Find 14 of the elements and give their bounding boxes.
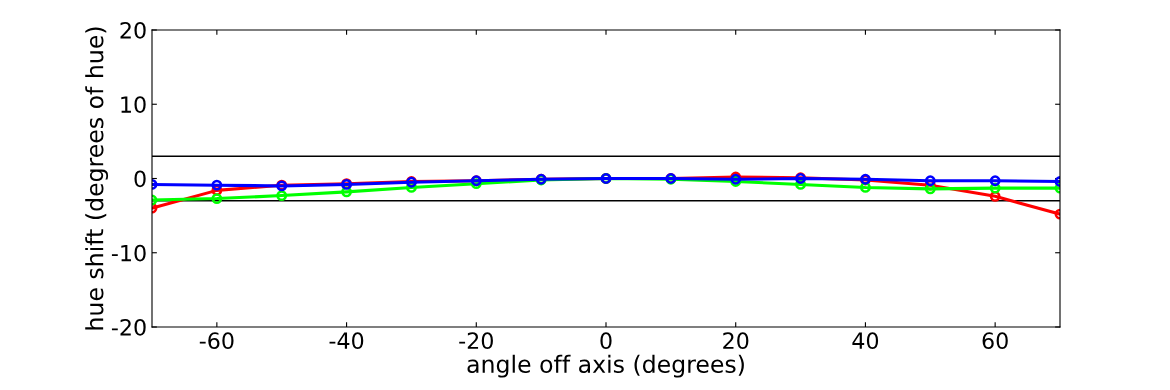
y-tick-label: 20 (120, 21, 146, 39)
y-tick-label: -20 (111, 318, 146, 336)
x-tick-label: 20 (723, 332, 749, 350)
x-tick-label: -20 (459, 332, 493, 350)
x-tick-label: 0 (600, 332, 612, 350)
x-tick-label: 40 (852, 332, 879, 350)
x-tick-label: -60 (199, 332, 234, 350)
y-tick-label: -10 (111, 244, 146, 262)
y-tick-label: 0 (134, 170, 146, 188)
y-tick-label: 10 (121, 96, 146, 114)
x-tick-label: -40 (329, 332, 364, 350)
y-axis-title: hue shift (degrees of hue) (85, 27, 109, 330)
x-axis-title: angle off axis (degrees) (467, 354, 744, 378)
x-tick-label: 60 (982, 332, 1008, 350)
